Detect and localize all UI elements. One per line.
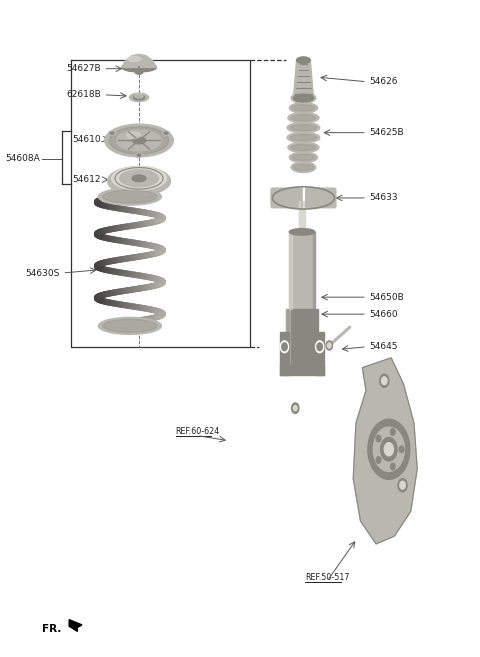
Ellipse shape	[292, 154, 315, 160]
Circle shape	[317, 343, 323, 351]
Text: 62618B: 62618B	[66, 90, 101, 99]
Text: 54645: 54645	[369, 342, 398, 351]
Circle shape	[373, 427, 404, 472]
Text: REF.60-624: REF.60-624	[176, 427, 220, 436]
Bar	[289, 232, 292, 309]
Ellipse shape	[293, 94, 313, 102]
Bar	[280, 365, 324, 374]
Text: 54627B: 54627B	[67, 64, 101, 73]
Circle shape	[381, 438, 397, 461]
Ellipse shape	[120, 170, 158, 187]
Polygon shape	[69, 620, 82, 631]
Text: 54630S: 54630S	[25, 269, 60, 277]
Bar	[286, 309, 290, 374]
Text: REF.50-517: REF.50-517	[305, 574, 350, 582]
Text: 54625B: 54625B	[369, 128, 404, 137]
Polygon shape	[122, 55, 156, 68]
Bar	[286, 309, 318, 374]
Text: 54608A: 54608A	[6, 154, 40, 163]
FancyBboxPatch shape	[271, 188, 302, 208]
Circle shape	[376, 457, 381, 463]
Circle shape	[398, 479, 407, 491]
Ellipse shape	[294, 164, 313, 171]
Ellipse shape	[291, 145, 316, 150]
Circle shape	[282, 343, 287, 351]
Ellipse shape	[98, 317, 161, 334]
Ellipse shape	[110, 132, 114, 134]
Ellipse shape	[291, 162, 316, 173]
Text: 54650B: 54650B	[369, 292, 404, 302]
Circle shape	[384, 443, 394, 456]
Ellipse shape	[289, 102, 318, 113]
Circle shape	[399, 446, 404, 453]
Circle shape	[326, 341, 333, 350]
Circle shape	[291, 403, 299, 413]
Text: 54610: 54610	[72, 135, 101, 144]
Ellipse shape	[132, 137, 146, 144]
Ellipse shape	[289, 229, 315, 235]
Circle shape	[391, 463, 395, 470]
Bar	[280, 332, 288, 374]
Ellipse shape	[291, 114, 316, 121]
Ellipse shape	[291, 93, 316, 103]
Ellipse shape	[128, 57, 141, 62]
Ellipse shape	[288, 143, 319, 152]
Circle shape	[382, 377, 387, 384]
Bar	[315, 332, 324, 374]
Ellipse shape	[290, 124, 316, 131]
Ellipse shape	[108, 167, 170, 195]
Bar	[289, 232, 315, 309]
Ellipse shape	[103, 319, 157, 332]
Circle shape	[376, 436, 381, 442]
Ellipse shape	[290, 134, 316, 141]
Ellipse shape	[297, 57, 310, 64]
Text: 54626: 54626	[369, 78, 398, 86]
Text: 54612: 54612	[72, 175, 101, 184]
Ellipse shape	[135, 71, 143, 74]
Ellipse shape	[108, 131, 116, 135]
Polygon shape	[353, 358, 417, 544]
Bar	[299, 201, 305, 232]
Bar	[299, 201, 300, 232]
Text: 54633: 54633	[369, 193, 398, 202]
Circle shape	[280, 341, 288, 353]
Ellipse shape	[98, 188, 161, 205]
Circle shape	[380, 374, 389, 387]
Circle shape	[293, 405, 297, 411]
Ellipse shape	[117, 130, 161, 151]
Text: FR.: FR.	[42, 623, 61, 634]
Ellipse shape	[135, 153, 143, 157]
Ellipse shape	[103, 190, 157, 203]
Ellipse shape	[287, 122, 320, 133]
Ellipse shape	[287, 132, 320, 143]
Text: 54660: 54660	[369, 309, 398, 319]
FancyBboxPatch shape	[306, 188, 336, 208]
Ellipse shape	[127, 132, 141, 139]
Ellipse shape	[105, 124, 173, 157]
Circle shape	[391, 428, 395, 435]
Ellipse shape	[133, 95, 144, 100]
Polygon shape	[293, 60, 313, 98]
Ellipse shape	[109, 127, 169, 154]
Ellipse shape	[137, 154, 141, 156]
Ellipse shape	[162, 131, 169, 135]
Ellipse shape	[112, 167, 167, 190]
Circle shape	[327, 343, 331, 348]
Circle shape	[315, 341, 324, 353]
Ellipse shape	[288, 112, 319, 123]
Ellipse shape	[135, 94, 143, 98]
Ellipse shape	[122, 63, 156, 72]
Ellipse shape	[289, 152, 318, 162]
Bar	[312, 232, 315, 309]
Ellipse shape	[292, 104, 315, 111]
Ellipse shape	[164, 132, 168, 134]
Ellipse shape	[132, 175, 146, 181]
Circle shape	[400, 482, 405, 489]
Ellipse shape	[294, 95, 313, 101]
Circle shape	[368, 419, 410, 480]
Ellipse shape	[130, 93, 149, 102]
